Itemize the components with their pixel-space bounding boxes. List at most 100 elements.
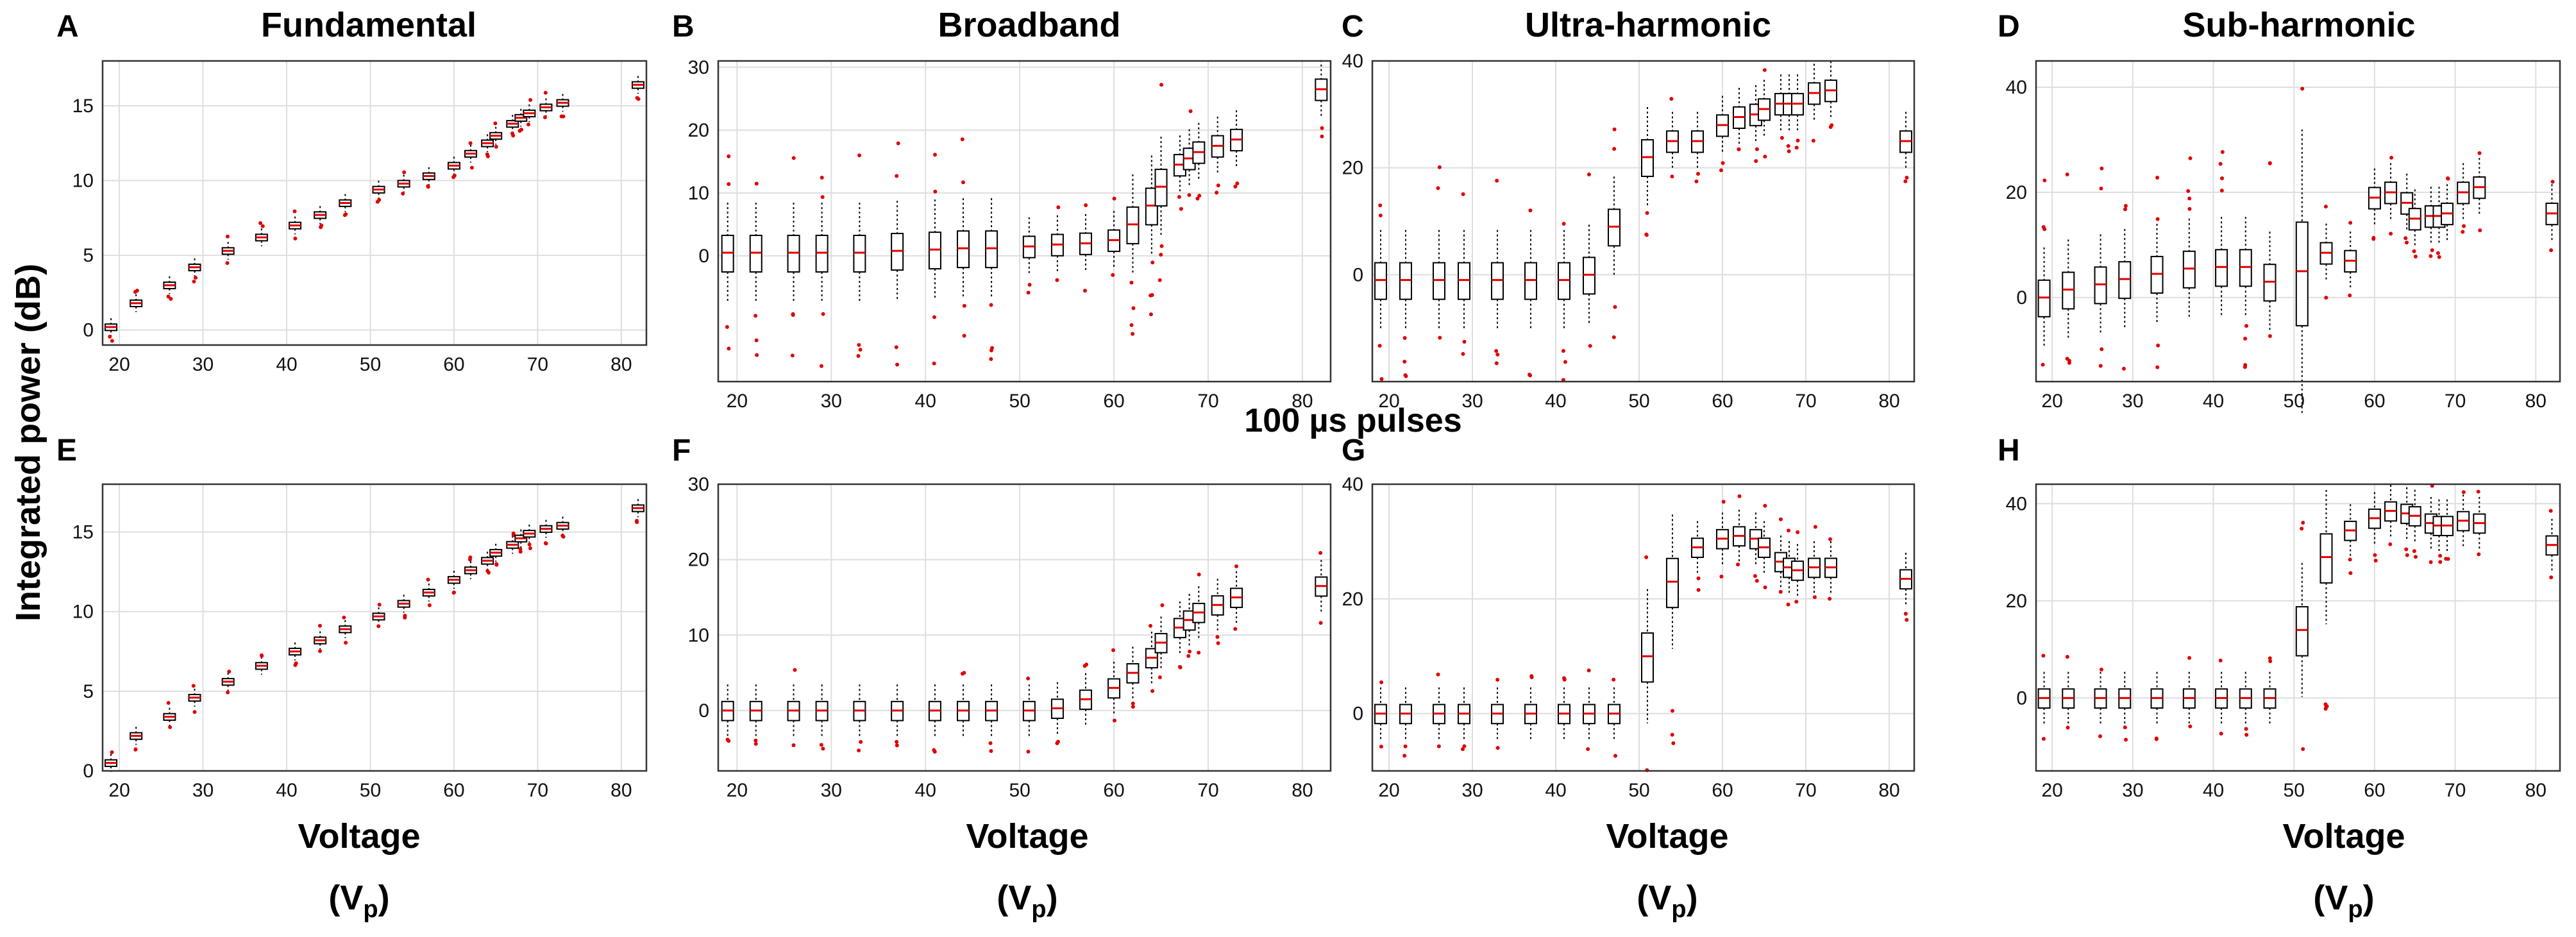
outlier-point <box>2155 176 2160 180</box>
outlier-point <box>2123 207 2128 212</box>
outlier-point <box>635 520 639 525</box>
outlier-point <box>133 747 138 752</box>
outlier-point <box>225 234 230 239</box>
box-plot <box>372 602 385 629</box>
outlier-point <box>1111 648 1116 652</box>
outlier-point <box>108 334 112 339</box>
box-plot <box>2545 180 2559 253</box>
outlier-point <box>401 191 405 196</box>
outlier-point <box>962 303 966 308</box>
box-plot <box>1758 68 1771 159</box>
box-plot <box>447 571 460 595</box>
box-plot <box>1808 525 1821 600</box>
box-plot <box>422 577 435 607</box>
outlier-point <box>1131 704 1135 709</box>
outlier-point <box>2437 255 2441 259</box>
x-tick-label: 20 <box>1378 391 1399 412</box>
box-plot <box>2263 656 2277 725</box>
pulse-duration-label: 100 µs pulses <box>1244 402 1461 439</box>
gridlines <box>2036 61 2560 382</box>
y-tick-label: 0 <box>698 246 709 267</box>
box-plot <box>105 318 118 343</box>
outlier-point <box>1215 635 1220 639</box>
box-plot <box>255 221 268 246</box>
box-plot <box>2094 667 2107 738</box>
x-tick-label: 20 <box>727 391 748 412</box>
box-plot <box>1173 135 1186 211</box>
outlier-point <box>1528 373 1532 377</box>
x-tick-label: 20 <box>108 354 130 375</box>
outlier-point <box>2098 734 2103 738</box>
outlier-point <box>1462 339 1467 344</box>
outlier-point <box>1026 750 1031 754</box>
box-plot <box>1107 648 1121 723</box>
box-plot <box>815 176 829 368</box>
box-plot <box>1716 500 1729 578</box>
box-series <box>105 76 644 343</box>
box-plot <box>1558 221 1570 382</box>
x-tick-label: 20 <box>727 780 748 801</box>
box-plot <box>1145 155 1158 317</box>
box-plot <box>957 671 970 737</box>
outlier-point <box>1216 183 1220 188</box>
outlier-point <box>1696 172 1701 176</box>
outlier-point <box>1612 127 1617 131</box>
outlier-point <box>1763 503 1767 508</box>
x-tick-label: 40 <box>2203 780 2224 801</box>
x-tick-label: 50 <box>1628 780 1649 801</box>
outlier-point <box>2388 542 2393 546</box>
box-plot <box>556 94 569 119</box>
outlier-point <box>1696 576 1701 580</box>
outlier-point <box>1235 181 1240 186</box>
outlier-point <box>1737 147 1741 151</box>
outlier-point <box>1719 574 1724 578</box>
panel-title: Broadband <box>938 6 1120 44</box>
outlier-point <box>318 649 323 654</box>
outlier-point <box>2300 527 2304 531</box>
x-tick-label: 20 <box>108 780 130 801</box>
y-tick-label: 0 <box>2016 287 2027 308</box>
outlier-point <box>427 603 432 607</box>
box-plot <box>314 623 327 654</box>
x-tick-label: 30 <box>1461 780 1483 801</box>
outlier-point <box>344 641 348 645</box>
outlier-point <box>133 290 137 294</box>
outlier-point <box>2187 655 2192 660</box>
box-plot <box>1774 517 1787 594</box>
box-plot <box>1399 687 1412 758</box>
box-plot <box>957 137 970 338</box>
x-tick-label: 40 <box>1545 391 1566 412</box>
outlier-point <box>755 353 759 357</box>
gridlines <box>103 61 646 345</box>
gridlines <box>718 61 1331 382</box>
x-axis-label-line2: (Vp) <box>1637 879 1697 923</box>
x-axis-label-line2: (Vp) <box>997 879 1057 923</box>
outlier-point <box>2066 725 2070 730</box>
box-plot <box>464 555 478 580</box>
outlier-point <box>2155 365 2160 369</box>
outlier-point <box>1195 196 1200 201</box>
outlier-point <box>1215 190 1219 195</box>
outlier-point <box>1403 744 1408 748</box>
outlier-point <box>1671 741 1676 745</box>
outlier-point <box>2156 343 2160 348</box>
gridlines <box>2036 484 2560 771</box>
outlier-point <box>1494 361 1499 366</box>
y-tick-label: 0 <box>1352 264 1363 285</box>
box-plot <box>163 700 176 729</box>
box-plot <box>985 684 998 754</box>
outlier-point <box>402 170 407 174</box>
x-tick-label: 50 <box>1628 391 1649 412</box>
box-plot <box>2150 671 2164 741</box>
box-plot <box>1079 203 1092 293</box>
y-tick-label: 40 <box>2006 77 2027 98</box>
outlier-point <box>791 156 796 160</box>
x-tick-label: 70 <box>2445 391 2466 412</box>
axes-frame <box>1371 60 1915 383</box>
box-plot <box>539 519 553 546</box>
box-plot <box>163 276 176 301</box>
outlier-point <box>1613 754 1617 758</box>
outlier-point <box>932 315 937 319</box>
outlier-point <box>1796 530 1800 534</box>
